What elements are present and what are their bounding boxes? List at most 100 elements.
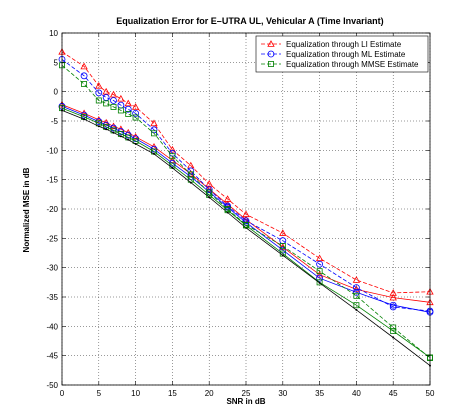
y-tick-label: 0 bbox=[54, 88, 59, 97]
data-point bbox=[134, 142, 137, 145]
y-axis-label: Normalized MSE in dB bbox=[22, 167, 31, 252]
data-point bbox=[81, 81, 88, 87]
legend-label: Equalization through LI Estimate bbox=[286, 40, 402, 49]
data-point bbox=[103, 100, 110, 107]
y-tick-label: 5 bbox=[54, 58, 59, 67]
data-point bbox=[352, 285, 361, 293]
data-point bbox=[80, 62, 88, 70]
x-tick-label: 25 bbox=[242, 389, 251, 398]
data-point bbox=[390, 328, 397, 334]
data-point bbox=[110, 124, 117, 132]
data-point bbox=[187, 171, 194, 178]
data-point bbox=[224, 206, 231, 212]
series-7 bbox=[61, 109, 431, 367]
y-tick-label: -10 bbox=[46, 146, 58, 155]
data-point bbox=[110, 103, 117, 110]
y-tick-label: -15 bbox=[46, 176, 58, 185]
data-point bbox=[124, 131, 132, 139]
data-point bbox=[318, 281, 321, 284]
data-point bbox=[95, 116, 103, 123]
data-point bbox=[316, 268, 323, 275]
data-point bbox=[97, 125, 100, 128]
data-point bbox=[171, 166, 174, 169]
data-point bbox=[132, 135, 140, 143]
x-tick-label: 35 bbox=[315, 389, 324, 398]
data-point bbox=[131, 103, 140, 110]
data-point bbox=[169, 153, 176, 160]
series-3 bbox=[59, 62, 433, 361]
data-point bbox=[316, 274, 324, 282]
data-point bbox=[279, 246, 287, 254]
legend-box bbox=[255, 35, 429, 73]
x-tick-label: 20 bbox=[205, 389, 214, 398]
data-point bbox=[389, 289, 397, 296]
x-tick-label: 40 bbox=[352, 389, 361, 398]
data-point bbox=[353, 302, 360, 309]
data-point bbox=[189, 181, 192, 184]
data-point bbox=[316, 279, 323, 286]
data-point bbox=[80, 72, 88, 80]
data-point bbox=[95, 81, 103, 89]
data-point bbox=[281, 254, 284, 257]
data-point bbox=[315, 254, 324, 262]
data-point bbox=[109, 122, 118, 130]
data-point bbox=[352, 284, 360, 292]
x-axis-label: SNR in dB bbox=[226, 397, 265, 406]
data-point bbox=[352, 288, 360, 296]
data-point bbox=[124, 99, 132, 107]
data-point bbox=[315, 270, 324, 278]
legend-label: Equalization through ML Estimate bbox=[286, 50, 406, 59]
y-tick-label: -45 bbox=[46, 352, 58, 361]
data-point bbox=[389, 301, 397, 309]
chart-title: Equalization Error for E–UTRA UL, Vehicu… bbox=[116, 16, 383, 26]
x-tick-label: 0 bbox=[60, 389, 65, 398]
data-point bbox=[112, 131, 115, 134]
data-point bbox=[206, 189, 213, 196]
data-point bbox=[124, 105, 132, 113]
y-tick-label: -40 bbox=[46, 322, 58, 331]
data-point bbox=[125, 111, 132, 117]
data-point bbox=[150, 145, 158, 153]
x-tick-label: 15 bbox=[168, 389, 177, 398]
data-point bbox=[355, 308, 358, 311]
data-point bbox=[223, 195, 232, 202]
data-point bbox=[117, 107, 124, 114]
y-tick-label: -5 bbox=[51, 117, 59, 126]
data-point bbox=[117, 94, 125, 102]
plot-area: 0 5 10 15 20 25 30 35 40 45 501050-5-10-15-20-25-3… bbox=[46, 29, 435, 398]
data-point bbox=[267, 40, 275, 47]
data-point bbox=[80, 111, 88, 119]
data-point bbox=[131, 133, 140, 140]
data-point bbox=[117, 128, 125, 135]
legend-entry: Equalization through ML Estimate bbox=[261, 50, 406, 59]
series-line bbox=[61, 51, 431, 294]
data-point bbox=[132, 109, 140, 117]
legend-entry: Equalization through LI Estimate bbox=[261, 40, 402, 49]
data-point bbox=[268, 61, 274, 67]
data-point bbox=[208, 196, 211, 199]
legend-label: Equalization through MMSE Estimate bbox=[286, 60, 419, 69]
data-point bbox=[95, 97, 102, 104]
data-point bbox=[352, 276, 361, 283]
data-point bbox=[267, 50, 275, 58]
data-point bbox=[389, 303, 397, 311]
data-point bbox=[205, 185, 213, 192]
data-point bbox=[119, 135, 122, 138]
data-point bbox=[83, 118, 86, 121]
data-point bbox=[105, 128, 108, 131]
data-point bbox=[226, 211, 229, 214]
data-point bbox=[279, 229, 287, 236]
y-tick-label: -30 bbox=[46, 264, 58, 273]
x-tick-label: 30 bbox=[278, 389, 287, 398]
y-tick-label: 10 bbox=[49, 29, 58, 38]
series-1 bbox=[58, 47, 434, 296]
data-point bbox=[390, 324, 397, 331]
data-point bbox=[109, 90, 118, 98]
data-point bbox=[242, 210, 250, 218]
x-tick-label: 45 bbox=[389, 389, 398, 398]
data-point bbox=[242, 217, 250, 225]
y-tick-label: -25 bbox=[46, 234, 58, 243]
data-point bbox=[316, 260, 324, 268]
